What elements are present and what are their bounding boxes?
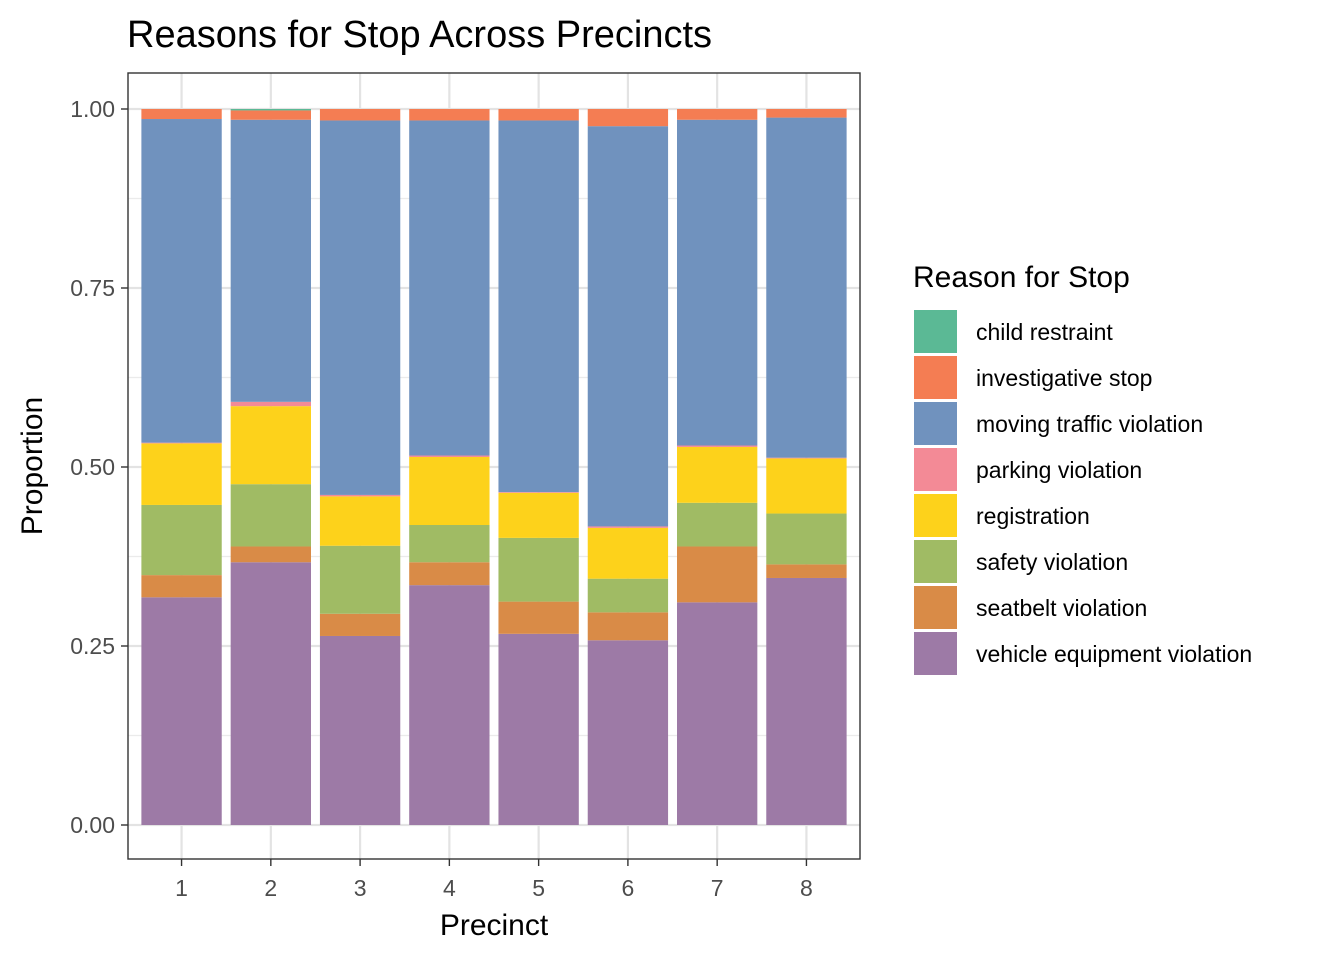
bar-segment-parking-violation-precinct-1 [141,442,222,444]
bar-segment-parking-violation-precinct-8 [766,457,847,459]
bar-segment-parking-violation-precinct-3 [319,494,401,497]
bar-segment-seatbelt-violation-precinct-5 [498,601,579,634]
x-tick-label: 4 [443,875,456,901]
bar-segment-moving-traffic-violation-precinct-4 [409,120,490,456]
legend-label-vehicle-equipment-violation: vehicle equipment violation [976,641,1252,667]
legend-swatch-safety-violation [914,540,957,583]
plot-panel-border [127,72,861,860]
legend-swatch-seatbelt-violation [914,586,957,629]
bar-segment-moving-traffic-violation-precinct-1 [141,119,222,443]
bar-segment-vehicle-equipment-violation-precinct-4 [409,585,490,825]
bar-segment-investigative-stop-precinct-4 [409,109,490,121]
bar-segment-registration-precinct-6 [587,527,669,579]
legend-label-safety-violation: safety violation [976,549,1128,575]
x-axis-title: Precinct [440,909,549,942]
bar-segment-seatbelt-violation-precinct-2 [230,546,311,563]
bar-segment-parking-violation-precinct-7 [677,445,758,447]
bar-segment-safety-violation-precinct-1 [141,504,222,576]
bar-segment-parking-violation-precinct-2 [230,401,311,407]
bar-segment-moving-traffic-violation-precinct-5 [498,120,579,493]
y-tick-label: 0.00 [70,812,115,838]
legend-label-investigative-stop: investigative stop [976,365,1152,391]
bar-segment-vehicle-equipment-violation-precinct-1 [141,597,222,825]
bar-segment-seatbelt-violation-precinct-4 [409,562,490,586]
bar-segment-investigative-stop-precinct-1 [141,109,222,120]
legend-label-moving-traffic-violation: moving traffic violation [976,411,1203,437]
bar-segment-seatbelt-violation-precinct-3 [319,613,401,636]
bar-segment-registration-precinct-1 [141,443,222,505]
legend: Reason for Stop child restraint investiga… [913,261,1252,675]
bar-segment-parking-violation-precinct-6 [587,526,669,528]
bar-segment-safety-violation-precinct-4 [409,524,490,563]
legend-swatch-vehicle-equipment-violation [914,632,957,675]
bar-segment-investigative-stop-precinct-8 [766,109,847,118]
bar-segment-parking-violation-precinct-5 [498,492,579,493]
bar-segment-registration-precinct-7 [677,446,758,503]
legend-swatch-child-restraint [914,310,957,353]
bar-segment-seatbelt-violation-precinct-8 [766,564,847,578]
legend-swatch-parking-violation [914,448,957,491]
x-tick-label: 8 [800,875,813,901]
y-tick-label: 0.75 [70,275,115,301]
x-axis: 1 2 3 4 5 6 7 8 [175,859,813,901]
bar-segment-safety-violation-precinct-5 [498,537,579,602]
bar-segment-moving-traffic-violation-precinct-2 [230,119,311,402]
bar-segment-vehicle-equipment-violation-precinct-2 [230,562,311,825]
x-tick-label: 2 [264,875,277,901]
y-tick-label: 0.25 [70,633,115,659]
bar-segment-seatbelt-violation-precinct-6 [587,612,669,641]
x-tick-label: 6 [622,875,635,901]
bar-segment-registration-precinct-2 [230,406,311,485]
bar-segment-vehicle-equipment-violation-precinct-6 [587,640,669,825]
bar-segment-safety-violation-precinct-2 [230,484,311,547]
y-axis-title: Proportion [16,397,49,535]
bar-segment-vehicle-equipment-violation-precinct-3 [319,635,401,825]
bar-segment-moving-traffic-violation-precinct-3 [319,120,401,495]
bar-segment-vehicle-equipment-violation-precinct-5 [498,633,579,825]
bar-segment-investigative-stop-precinct-5 [498,109,579,121]
legend-label-child-restraint: child restraint [976,319,1113,345]
bar-segment-moving-traffic-violation-precinct-8 [766,117,847,458]
x-tick-label: 5 [532,875,545,901]
bar-segment-safety-violation-precinct-7 [677,502,758,547]
bar-segment-child-restraint-precinct-2 [230,109,311,111]
legend-title: Reason for Stop [913,261,1130,294]
bar-segment-moving-traffic-violation-precinct-7 [677,119,758,446]
bar-segment-investigative-stop-precinct-6 [587,109,669,127]
y-axis: 0.00 0.25 0.50 0.75 1.00 [70,96,128,838]
y-tick-label: 1.00 [70,96,115,122]
bar-segment-investigative-stop-precinct-2 [230,110,311,120]
bar-segment-investigative-stop-precinct-3 [319,109,401,121]
chart-title: Reasons for Stop Across Precincts [127,14,712,56]
legend-label-parking-violation: parking violation [976,457,1142,483]
bar-segment-safety-violation-precinct-6 [587,578,669,613]
y-tick-label: 0.50 [70,454,115,480]
bar-segment-investigative-stop-precinct-7 [677,109,758,120]
x-tick-label: 7 [711,875,724,901]
bar-segment-seatbelt-violation-precinct-7 [677,546,758,603]
legend-swatch-investigative-stop [914,356,957,399]
bar-segment-registration-precinct-8 [766,458,847,514]
x-tick-label: 1 [175,875,188,901]
legend-swatch-moving-traffic-violation [914,402,957,445]
bar-segment-registration-precinct-5 [498,492,579,538]
bar-segment-moving-traffic-violation-precinct-6 [587,126,669,527]
bar-segment-registration-precinct-4 [409,456,490,525]
bar-segment-registration-precinct-3 [319,496,401,546]
bar-segment-vehicle-equipment-violation-precinct-7 [677,602,758,825]
bar-segment-parking-violation-precinct-4 [409,455,490,457]
bar-segment-safety-violation-precinct-8 [766,513,847,565]
bar-segment-seatbelt-violation-precinct-1 [141,575,222,598]
bar-segment-safety-violation-precinct-3 [319,545,401,614]
legend-label-registration: registration [976,503,1090,529]
x-tick-label: 3 [354,875,367,901]
legend-label-seatbelt-violation: seatbelt violation [976,595,1147,621]
legend-swatch-registration [914,494,957,537]
bar-segment-vehicle-equipment-violation-precinct-8 [766,577,847,825]
bars [141,109,847,825]
